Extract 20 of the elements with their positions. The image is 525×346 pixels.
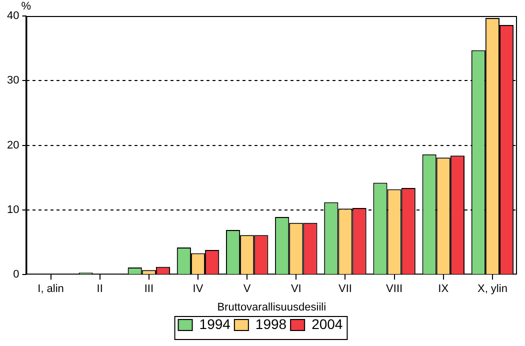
x-tick-label: III — [144, 283, 154, 296]
x-tick-label: I, alin — [38, 283, 64, 296]
x-tick-label: II — [96, 283, 103, 296]
legend-label: 1994 — [199, 316, 231, 332]
x-tick-label: VI — [290, 283, 302, 296]
y-axis-title: % — [21, 0, 32, 13]
x-tick-label: IX — [438, 283, 450, 296]
x-tick-label: VIII — [386, 283, 403, 296]
x-tick-label: IV — [192, 283, 204, 296]
y-tick-label: 10 — [6, 204, 20, 216]
x-axis-title: Bruttovarallisuusdesiili — [217, 301, 326, 314]
y-tick-label: 40 — [6, 10, 20, 22]
y-tick-label: 30 — [6, 74, 20, 87]
x-tick-label: V — [243, 283, 252, 296]
y-tick-label: 20 — [6, 139, 20, 152]
x-tick-label: X, ylin — [477, 283, 508, 296]
x-tick-label: VII — [338, 283, 352, 296]
legend-label: 1998 — [255, 316, 287, 332]
y-tick-label: 0 — [13, 268, 20, 281]
legend-label: 2004 — [312, 316, 343, 332]
